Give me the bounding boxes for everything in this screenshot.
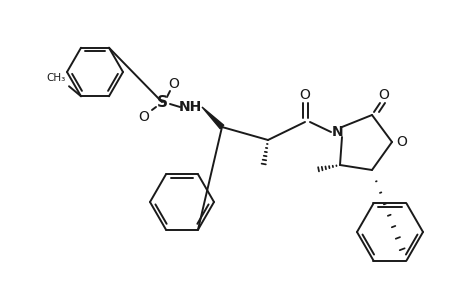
Text: CH₃: CH₃ — [47, 73, 66, 83]
Text: O: O — [168, 77, 179, 91]
Polygon shape — [202, 107, 223, 129]
Text: O: O — [396, 135, 407, 149]
Text: O: O — [138, 110, 149, 124]
Text: S: S — [156, 94, 167, 110]
Text: NH: NH — [178, 100, 201, 114]
Text: O: O — [378, 88, 389, 102]
Text: O: O — [299, 88, 310, 102]
Text: N: N — [331, 125, 343, 139]
